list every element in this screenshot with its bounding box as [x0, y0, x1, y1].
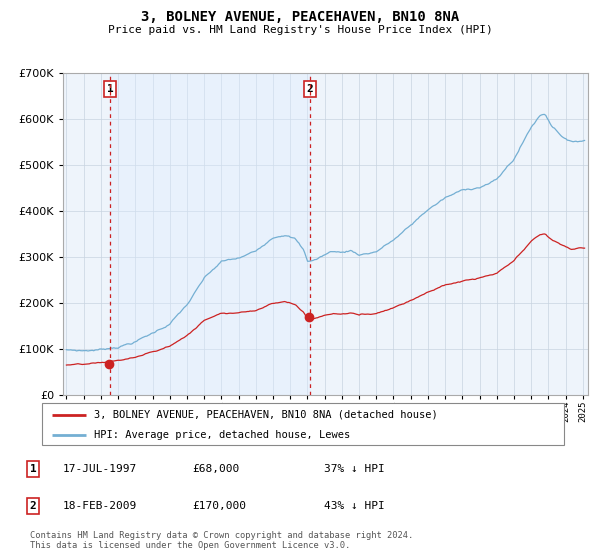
- Text: 3, BOLNEY AVENUE, PEACEHAVEN, BN10 8NA: 3, BOLNEY AVENUE, PEACEHAVEN, BN10 8NA: [141, 10, 459, 24]
- FancyBboxPatch shape: [42, 403, 564, 445]
- Text: HPI: Average price, detached house, Lewes: HPI: Average price, detached house, Lewe…: [94, 430, 350, 440]
- Text: 1: 1: [107, 84, 113, 94]
- Text: 37% ↓ HPI: 37% ↓ HPI: [324, 464, 385, 474]
- Text: £170,000: £170,000: [192, 501, 246, 511]
- Bar: [110, 73, 310, 395]
- Text: 2: 2: [29, 501, 37, 511]
- Text: 43% ↓ HPI: 43% ↓ HPI: [324, 501, 385, 511]
- Text: 2: 2: [306, 84, 313, 94]
- Text: 18-FEB-2009: 18-FEB-2009: [63, 501, 137, 511]
- Text: £68,000: £68,000: [192, 464, 239, 474]
- Text: 1: 1: [29, 464, 37, 474]
- Text: Price paid vs. HM Land Registry's House Price Index (HPI): Price paid vs. HM Land Registry's House …: [107, 25, 493, 35]
- Text: Contains HM Land Registry data © Crown copyright and database right 2024.
This d: Contains HM Land Registry data © Crown c…: [30, 531, 413, 550]
- Text: 17-JUL-1997: 17-JUL-1997: [63, 464, 137, 474]
- Text: 3, BOLNEY AVENUE, PEACEHAVEN, BN10 8NA (detached house): 3, BOLNEY AVENUE, PEACEHAVEN, BN10 8NA (…: [94, 409, 438, 419]
